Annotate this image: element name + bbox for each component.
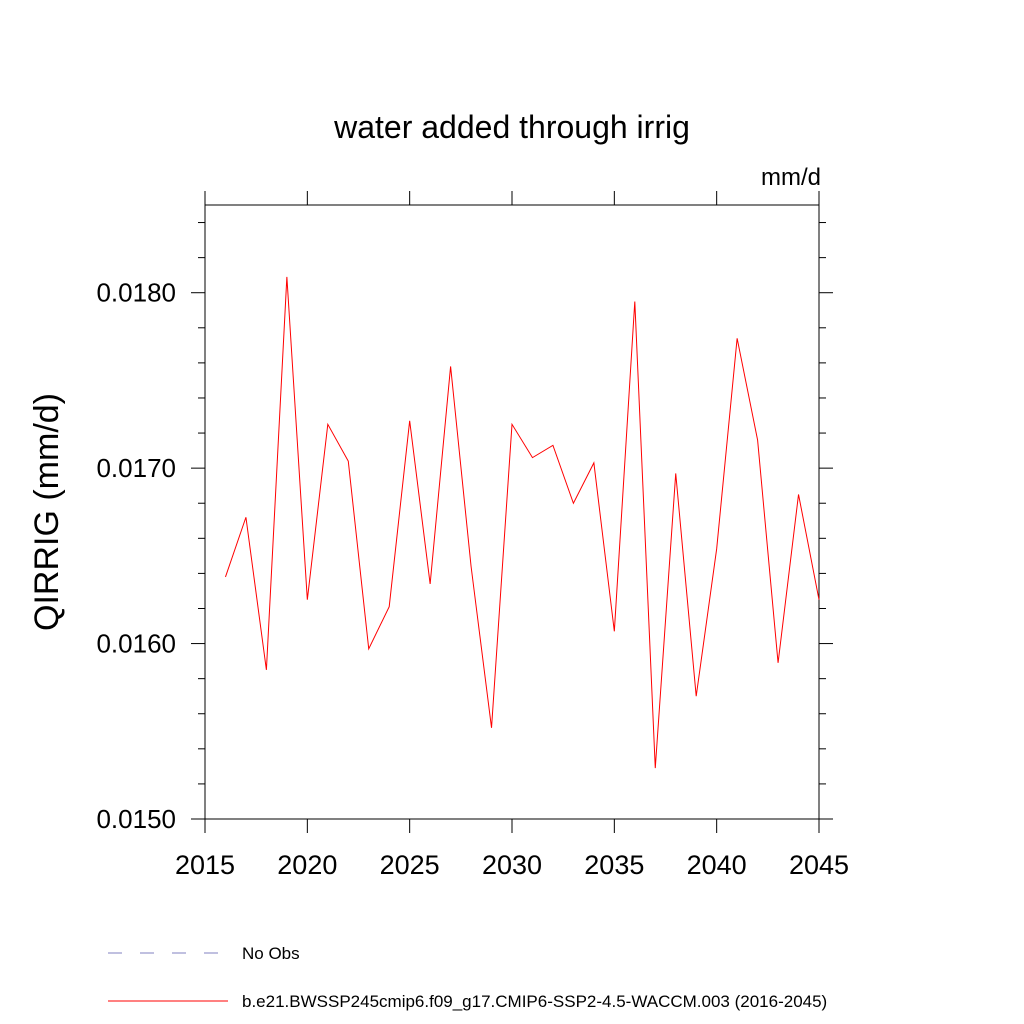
y-tick-label: 0.0160 xyxy=(96,629,176,659)
x-tick-label: 2015 xyxy=(175,850,235,880)
legend-label: No Obs xyxy=(242,944,300,963)
x-tick-label: 2030 xyxy=(482,850,542,880)
legend: No Obs b.e21.BWSSP245cmip6.f09_g17.CMIP6-… xyxy=(108,944,827,1011)
plot-frame xyxy=(204,204,820,820)
data-series xyxy=(224,276,820,769)
x-tick-label: 2040 xyxy=(687,850,747,880)
y-tick-label: 0.0180 xyxy=(96,278,176,308)
x-tick-label: 2020 xyxy=(277,850,337,880)
x-tick-label: 2025 xyxy=(380,850,440,880)
y-axis-label: QIRRIG (mm/d) xyxy=(28,393,66,631)
y-tick-label: 0.0170 xyxy=(96,453,176,483)
legend-label: b.e21.BWSSP245cmip6.f09_g17.CMIP6-SSP2-4… xyxy=(242,992,827,1011)
x-tick-label: 2035 xyxy=(584,850,644,880)
series-line xyxy=(224,276,820,769)
chart-title: water added through irrig xyxy=(333,109,690,145)
y-tick-label: 0.0150 xyxy=(96,804,176,834)
axis-ticks: 2015 2020 2025 2030 2035 2040 2045 0.0150 0.0160… xyxy=(96,191,849,880)
x-tick-label: 2045 xyxy=(789,850,849,880)
units-label: mm/d xyxy=(761,164,821,191)
